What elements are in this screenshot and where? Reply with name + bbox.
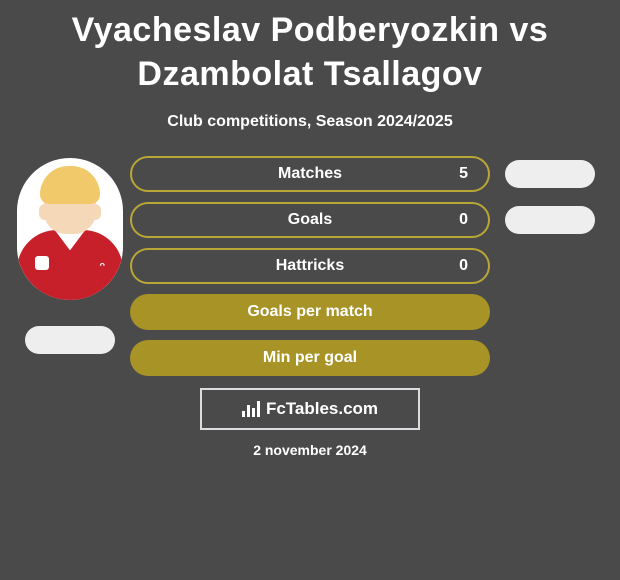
stat-label: Hattricks	[276, 257, 344, 275]
right-side-slot	[490, 206, 610, 234]
stat-value-left-player: 5	[459, 165, 468, 183]
stat-pill-matches: Matches 5	[130, 156, 490, 192]
stat-pill-goals-per-match: Goals per match	[130, 294, 490, 330]
stat-value-left-player: 0	[459, 257, 468, 275]
right-value-oval	[505, 206, 595, 234]
subtitle: Club competitions, Season 2024/2025	[0, 113, 620, 131]
right-side-slot	[490, 160, 610, 188]
avatar-hair	[40, 166, 100, 204]
stat-value-left-player: 0	[459, 211, 468, 229]
page-title: Vyacheslav Podberyozkin vs Dzambolat Tsa…	[0, 0, 620, 101]
fctables-badge: FcTables.com	[200, 388, 420, 430]
badge-text: FcTables.com	[266, 399, 378, 419]
stat-row-min-per-goal: Min per goal	[0, 340, 620, 376]
stat-pill-hattricks: Hattricks 0	[130, 248, 490, 284]
stat-pill-min-per-goal: Min per goal	[130, 340, 490, 376]
stat-row-matches: ᴖ Matches 5	[0, 156, 620, 192]
bar-chart-icon	[242, 401, 260, 417]
stat-label: Matches	[278, 165, 342, 183]
player-left-avatar: ᴖ	[17, 158, 123, 300]
left-value-oval	[25, 326, 115, 354]
stat-label: Goals per match	[247, 303, 372, 321]
stat-label: Min per goal	[263, 349, 357, 367]
stat-pill-goals: Goals 0	[130, 202, 490, 238]
right-value-oval	[505, 160, 595, 188]
avatar-badge-icon	[35, 256, 49, 270]
date-text: 2 november 2024	[0, 442, 620, 458]
stat-label: Goals	[288, 211, 332, 229]
avatar-sponsor-icon: ᴖ	[100, 260, 106, 270]
